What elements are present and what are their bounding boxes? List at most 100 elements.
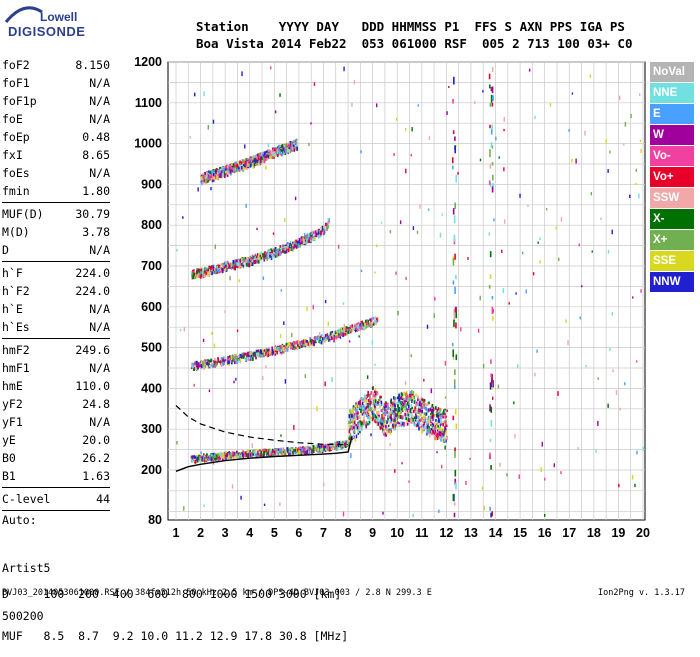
echo-point <box>317 447 319 451</box>
echo-point <box>293 244 295 249</box>
echo-point <box>222 168 225 173</box>
echo-point <box>202 361 205 365</box>
echo-point <box>217 176 219 181</box>
echo-point <box>236 452 239 455</box>
echo-point <box>372 401 375 406</box>
echo-point <box>228 357 230 362</box>
echo-point <box>210 455 213 458</box>
echo-point <box>307 343 310 346</box>
echo-point <box>417 405 420 409</box>
echo-point <box>237 263 240 267</box>
echo-point <box>390 413 392 418</box>
echo-point <box>308 235 311 239</box>
echo-point <box>415 416 417 420</box>
echo-point <box>200 275 202 278</box>
echo-point <box>206 268 208 272</box>
echo-point <box>372 398 375 402</box>
echo-point <box>267 149 270 153</box>
echo-point <box>210 455 213 459</box>
echo-point <box>294 243 296 247</box>
echo-point <box>209 455 211 460</box>
echo-point <box>384 408 387 413</box>
echo-point <box>423 412 426 415</box>
echo-point <box>393 408 395 413</box>
echo-point <box>202 362 204 367</box>
echo-point <box>361 322 363 325</box>
echo-point <box>434 425 436 430</box>
echo-point <box>254 449 256 452</box>
echo-point <box>292 345 295 349</box>
x-tick-label: 12 <box>439 526 453 540</box>
echo-point <box>392 412 395 415</box>
echo-point <box>291 247 294 252</box>
echo-point <box>405 168 407 174</box>
echo-point <box>437 425 439 428</box>
echo-point <box>225 267 227 272</box>
echo-point <box>217 175 220 179</box>
echo-point <box>357 429 360 433</box>
echo-point <box>363 395 366 399</box>
echo-point <box>307 450 310 454</box>
echo-point <box>406 422 409 426</box>
echo-point <box>254 158 257 162</box>
echo-point <box>295 244 297 247</box>
echo-point <box>231 166 234 169</box>
echo-point <box>368 421 371 425</box>
echo-point <box>207 124 209 130</box>
echo-point <box>421 406 424 410</box>
echo-point <box>408 422 410 425</box>
echo-point <box>334 335 337 339</box>
echo-point <box>356 404 359 408</box>
echo-point <box>364 423 367 426</box>
echo-point <box>266 353 269 357</box>
echo-point <box>257 155 260 159</box>
echo-point <box>203 458 206 462</box>
echo-point <box>213 172 216 176</box>
echo-point <box>211 266 213 270</box>
echo-point <box>198 269 200 272</box>
echo-point <box>342 443 345 447</box>
echo-point <box>469 457 471 460</box>
echo-point <box>227 167 230 172</box>
echo-point <box>279 350 282 354</box>
echo-point <box>308 142 310 147</box>
echo-point <box>379 418 382 423</box>
echo-point <box>435 406 437 410</box>
echo-point <box>439 232 442 238</box>
echo-point <box>440 431 443 435</box>
echo-point <box>299 342 302 346</box>
echo-point <box>211 268 214 273</box>
echo-point <box>373 390 376 394</box>
echo-point <box>420 410 423 413</box>
echo-point <box>320 230 322 233</box>
echo-point <box>280 289 282 292</box>
echo-point <box>192 272 195 275</box>
echo-point <box>444 421 447 426</box>
echo-point <box>205 361 208 366</box>
echo-point <box>336 333 339 337</box>
echo-point <box>280 152 283 156</box>
echo-point <box>256 227 258 231</box>
echo-point <box>271 147 274 151</box>
echo-point <box>221 268 223 273</box>
echo-point <box>201 274 204 278</box>
echo-point <box>282 146 284 150</box>
echo-point <box>262 154 265 158</box>
echo-point <box>259 156 262 161</box>
echo-point <box>313 236 316 241</box>
echo-point <box>196 270 198 274</box>
echo-point <box>373 398 375 402</box>
echo-point <box>212 267 215 272</box>
echo-point <box>234 355 236 359</box>
param-row: foEp 0.48 <box>2 128 110 146</box>
echo-point <box>442 411 444 416</box>
echo-point <box>404 405 406 410</box>
echo-point <box>199 457 202 462</box>
echo-point <box>287 447 289 452</box>
echo-point <box>302 340 305 343</box>
echo-point <box>281 248 284 252</box>
echo-point <box>387 414 390 418</box>
echo-point <box>220 454 223 458</box>
echo-point <box>255 155 257 159</box>
echo-point <box>273 153 276 157</box>
